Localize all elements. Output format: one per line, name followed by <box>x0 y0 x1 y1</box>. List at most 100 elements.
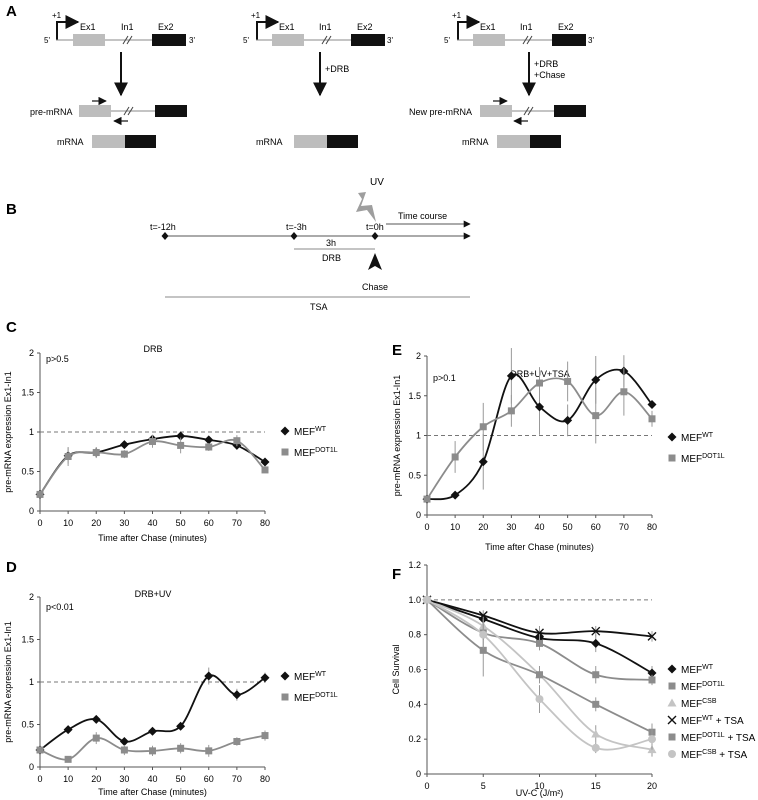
data-point <box>536 379 543 387</box>
legend-sup: CSB <box>702 749 717 756</box>
in1-label-3: In1 <box>520 22 533 32</box>
drb-label-2: +DRB <box>325 64 349 74</box>
x-tick-label: 80 <box>260 774 270 784</box>
new-premrna-label: New pre-mRNA <box>409 107 472 117</box>
mrna-transcript-2 <box>294 135 358 148</box>
x-tick-label: 0 <box>37 518 42 528</box>
panel-letter-e: E <box>392 342 402 359</box>
y-tick-label: 1.5 <box>21 388 34 398</box>
legend-label: MEFCSB <box>681 698 717 710</box>
legend-base: MEF <box>294 672 315 683</box>
y-tick-label: 2 <box>29 348 34 358</box>
x-tick-label: 70 <box>232 518 242 528</box>
y-tick-label: 1 <box>29 427 34 437</box>
data-point <box>564 377 572 385</box>
data-point <box>535 402 544 412</box>
legend-base: MEF <box>294 693 315 704</box>
drb-treatment-label: DRB <box>322 253 341 263</box>
x-tick-label: 10 <box>534 781 544 791</box>
data-point <box>507 407 515 415</box>
legend-base: MEF <box>681 433 702 444</box>
data-point <box>204 671 214 681</box>
data-point <box>205 443 213 451</box>
chase-label: Chase <box>362 282 388 292</box>
data-point <box>451 453 459 461</box>
x-tick-label: 60 <box>204 774 214 784</box>
data-point <box>648 735 656 744</box>
legend-entry: MEFDOT1L <box>668 681 725 693</box>
legend-sup: DOT1L <box>702 732 725 739</box>
y-tick-label: 1.2 <box>408 560 421 570</box>
data-point <box>64 452 72 460</box>
x-tick-label: 70 <box>232 774 242 784</box>
data-point <box>64 755 72 763</box>
legend-marker <box>280 671 290 681</box>
data-point <box>591 638 601 648</box>
x-tick-label: 50 <box>176 774 186 784</box>
data-point <box>233 738 241 745</box>
break-mark-1b <box>126 35 133 45</box>
series-1 <box>423 361 656 503</box>
ex2-label-3: Ex2 <box>558 22 574 32</box>
data-point <box>620 388 628 396</box>
tss-arrow-2 <box>256 15 280 40</box>
chart-title: DRB+UV <box>135 589 172 599</box>
x-tick-label: 10 <box>63 518 73 528</box>
ex1-label-1: Ex1 <box>80 22 96 32</box>
legend-sup: WT <box>315 671 327 678</box>
exon1-box-3 <box>473 34 505 46</box>
x-tick-label: 5 <box>481 781 486 791</box>
y-tick-label: 0.4 <box>408 699 421 709</box>
time-label-minus12: t=-12h <box>150 222 176 232</box>
y-tick-label: 1 <box>416 431 421 441</box>
x-axis-label: UV-C (J/m²) <box>516 788 564 798</box>
legend-marker <box>667 664 677 674</box>
legend-suffix: + TSA <box>713 716 744 727</box>
legend-entry: MEFWT + TSA <box>667 715 744 727</box>
data-point <box>176 431 186 441</box>
premrna-transcript-3 <box>480 96 586 126</box>
ex2-label-2: Ex2 <box>357 22 373 32</box>
legend-entry: MEFCSB <box>667 698 717 710</box>
legend-label: MEFCSB + TSA <box>681 749 748 761</box>
data-point <box>260 457 270 467</box>
data-point <box>423 595 431 604</box>
y-tick-label: 0.5 <box>21 720 34 730</box>
uv-label: UV <box>370 177 384 188</box>
x-tick-label: 40 <box>534 522 544 532</box>
legend-marker <box>280 426 290 436</box>
data-point <box>450 490 460 500</box>
x-axis-label: Time after Chase (minutes) <box>485 542 594 552</box>
time-label-zero: t=0h <box>366 222 384 232</box>
data-point <box>36 490 44 498</box>
legend-entry: MEFDOT1L <box>668 453 725 465</box>
legend-label: MEFDOT1L <box>681 453 725 465</box>
exon2-box-1 <box>152 34 186 46</box>
y-tick-label: 1.5 <box>21 635 34 645</box>
series-1 <box>36 730 269 763</box>
x-tick-label: 15 <box>591 781 601 791</box>
x-tick-label: 40 <box>147 518 157 528</box>
y-axis-label: pre-mRNA expression Ex1-In1 <box>3 621 13 743</box>
legend-sup: WT <box>702 432 714 439</box>
y-tick-label: 0.8 <box>408 630 421 640</box>
data-point <box>205 747 213 755</box>
y-tick-label: 1.0 <box>408 595 421 605</box>
mrna-label-1: mRNA <box>57 137 84 147</box>
break-mark-1 <box>122 35 129 45</box>
y-tick-label: 1 <box>29 677 34 687</box>
data-point <box>177 744 185 752</box>
legend-marker <box>281 693 289 701</box>
x-tick-label: 40 <box>147 774 157 784</box>
gene-diagram-2: +1 5' 3' Ex1 In1 Ex2 <box>243 11 393 46</box>
in1-label-1: In1 <box>121 22 134 32</box>
legend-entry: MEFDOT1L <box>281 692 338 704</box>
panel-letter-d: D <box>6 559 17 576</box>
legend-label: MEFWT <box>681 664 714 676</box>
x-tick-label: 20 <box>91 774 101 784</box>
p-value-annotation: p<0.01 <box>46 602 74 612</box>
legend-sup: DOT1L <box>702 681 725 688</box>
time-marker-minus12 <box>161 232 169 240</box>
x-axis-label: Time after Chase (minutes) <box>98 533 207 543</box>
data-point <box>591 743 600 752</box>
